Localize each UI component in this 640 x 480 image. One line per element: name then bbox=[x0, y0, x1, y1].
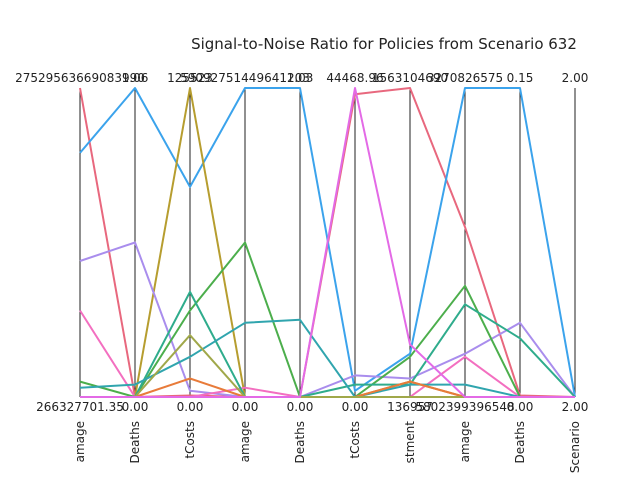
axis-bottom-tick-2: 0.00 bbox=[122, 400, 149, 414]
axis-top-tick-9: 0.15 bbox=[507, 71, 534, 85]
axis-top-tick-7: 1563104690 bbox=[372, 71, 448, 85]
axis-label-2: Deaths bbox=[128, 421, 142, 464]
axis-top-tick-1: 27529563669083990 bbox=[15, 71, 145, 85]
series-layer bbox=[79, 87, 576, 398]
series-line-9 bbox=[80, 377, 575, 398]
axis-label-3: tCosts bbox=[183, 421, 197, 459]
series-line-4 bbox=[79, 241, 576, 398]
axis-bottom-tick-1: 266327701.35 bbox=[36, 400, 124, 414]
axis-bottom-tick-7: 136957 bbox=[387, 400, 433, 414]
series-line-11 bbox=[80, 87, 575, 398]
axis-label-5: Deaths bbox=[293, 421, 307, 464]
axis-label-10: Scenario bbox=[568, 421, 582, 473]
series-line-8 bbox=[79, 318, 575, 398]
axis-top-tick-10: 2.00 bbox=[562, 71, 589, 85]
axis-top-tick-6: 44468.96 bbox=[326, 71, 383, 85]
axis-label-1: amage bbox=[73, 421, 87, 462]
axis-label-6: tCosts bbox=[348, 421, 362, 459]
axis-top-tick-5: 1.03 bbox=[287, 71, 314, 85]
axis-bottom-tick-9: 0.00 bbox=[507, 400, 534, 414]
axis-top-tick-8: 3270826575 bbox=[427, 71, 503, 85]
axis-labels-layer: amage Deaths tCosts amage Deaths tCosts stment… bbox=[73, 421, 582, 473]
axis-top-tick-2: 1.06 bbox=[122, 71, 149, 85]
axis-bottom-tick-4: 0.00 bbox=[232, 400, 259, 414]
axis-top-tick-3: 125523 bbox=[167, 71, 213, 85]
series-line-5 bbox=[79, 309, 575, 398]
axis-bottom-tick-10: 2.00 bbox=[562, 400, 589, 414]
axis-bottom-tick-3: 0.00 bbox=[177, 400, 204, 414]
axis-bottom-tick-6: 0.00 bbox=[342, 400, 369, 414]
series-line-7 bbox=[80, 290, 576, 398]
axes-layer bbox=[79, 88, 576, 397]
axis-bottom-tick-8: 5802399396548 bbox=[415, 400, 514, 414]
axis-top-tick-4: 59092751449641203 bbox=[180, 71, 310, 85]
axis-bottom-tick-5: 0.00 bbox=[287, 400, 314, 414]
axis-label-7: stment bbox=[403, 421, 417, 464]
axis-label-9: Deaths bbox=[513, 421, 527, 464]
axis-label-4: amage bbox=[238, 421, 252, 462]
tick-labels-layer: 27529563669083990 266327701.35 1.06 0.00 125… bbox=[15, 71, 588, 414]
axis-label-8: amage bbox=[458, 421, 472, 462]
chart-title: Signal-to-Noise Ratio for Policies from … bbox=[191, 35, 577, 53]
